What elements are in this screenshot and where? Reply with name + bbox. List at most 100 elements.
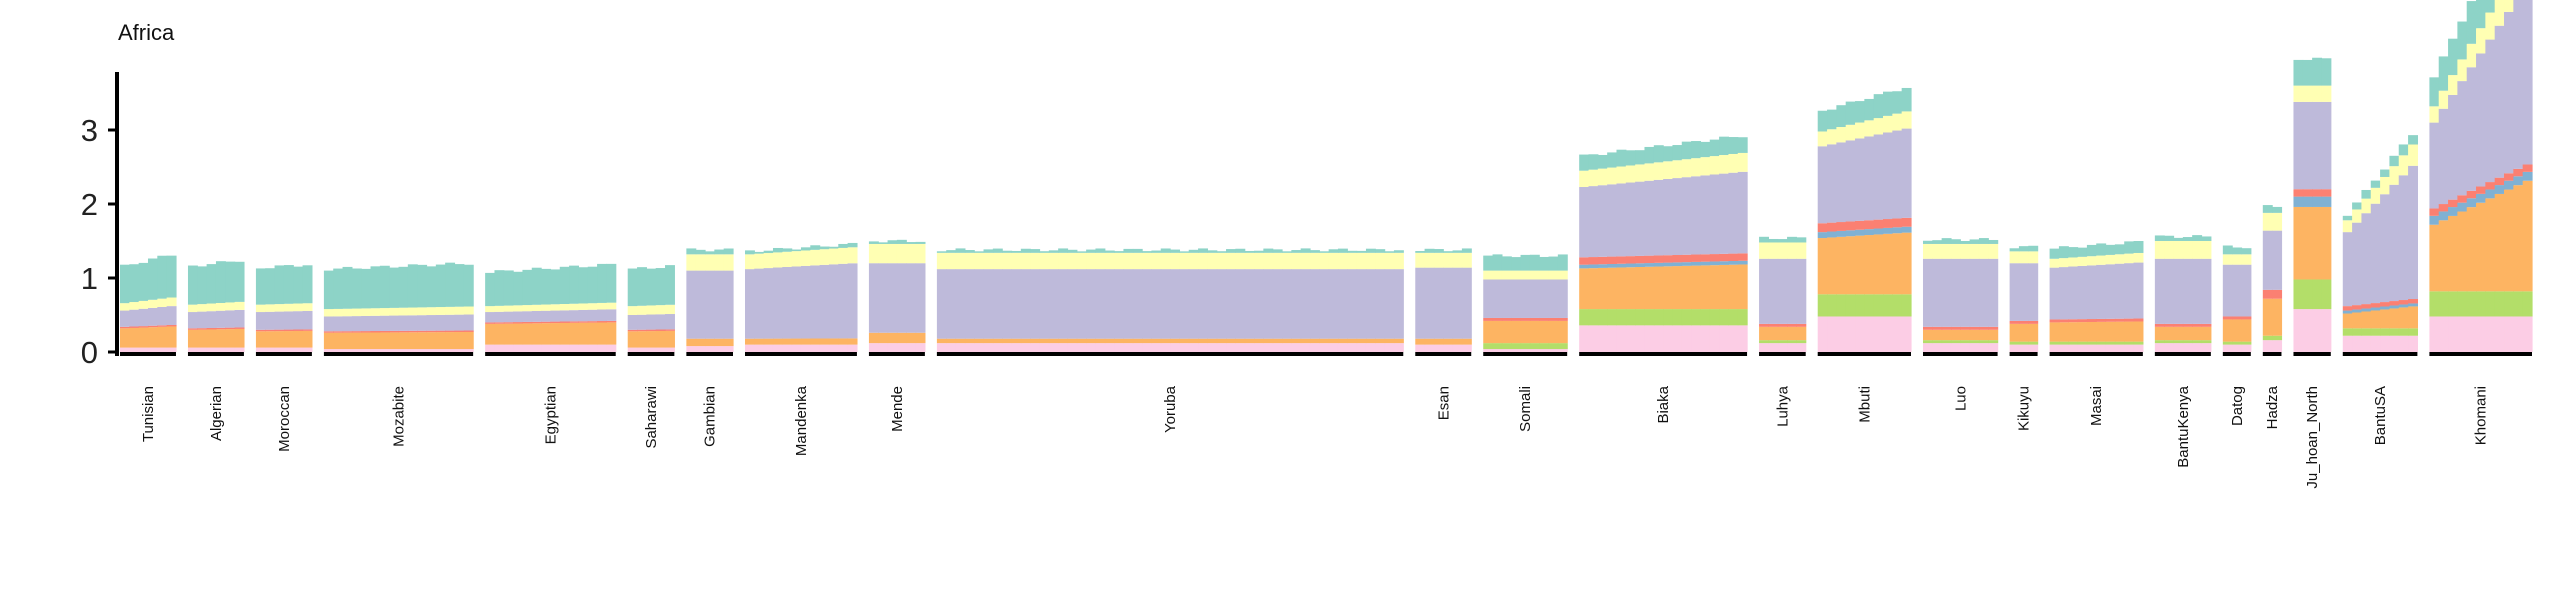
bar-segment (1375, 343, 1386, 352)
bar-segment (2342, 306, 2353, 311)
bar-segment (1483, 255, 1494, 271)
bar-segment (1160, 248, 1171, 253)
bar-segment (531, 304, 542, 311)
bar-segment (819, 344, 830, 352)
bar-segment (1700, 141, 1711, 158)
bar-segment (1691, 254, 1702, 262)
bar-segment (1635, 267, 1646, 310)
bar-segment (2380, 169, 2391, 177)
bar-segment (2408, 135, 2418, 145)
bar-segment (1291, 250, 1302, 253)
bar-segment (1058, 338, 1069, 344)
bar-segment (578, 267, 589, 304)
bar-segment (1978, 243, 1989, 259)
bar-segment (531, 344, 542, 352)
bar-segment (1836, 142, 1847, 223)
bar-segment (1384, 251, 1395, 253)
bar-segment (2302, 85, 2313, 102)
bar-segment (187, 329, 198, 348)
bar-segment (2077, 319, 2088, 323)
bar-segment (1607, 325, 1618, 352)
bar-segment (964, 269, 975, 339)
bar-segment (2312, 85, 2323, 102)
bar-segment (1922, 258, 1933, 327)
bar-segment (1988, 258, 1999, 327)
bar-segment (1817, 146, 1828, 224)
bar-segment (847, 344, 858, 352)
bar-segment (2049, 267, 2060, 320)
bar-segment (1328, 249, 1339, 253)
bar-segment (454, 330, 465, 333)
population-label-mozabite: Mozabite (391, 386, 408, 447)
bar-segment (1681, 265, 1692, 310)
bar-segment (2457, 21, 2468, 60)
bar-segment (2438, 211, 2449, 221)
bar-segment (503, 323, 514, 345)
bar-segment (234, 301, 245, 310)
bar-segment (1384, 252, 1395, 270)
bar-segment (2522, 291, 2533, 317)
bar-segment (1892, 316, 1903, 352)
bar-segment (1950, 239, 1961, 244)
bar-segment (1873, 234, 1884, 295)
bar-segment (1198, 269, 1208, 339)
bar-segment (1207, 338, 1218, 344)
bar-segment (225, 347, 236, 352)
bar-segment (2361, 308, 2372, 312)
bar-segment (1282, 251, 1292, 253)
bar-segment (606, 302, 617, 310)
bar-segment (2352, 305, 2363, 310)
bar-segment (1922, 343, 1933, 352)
bar-segment (1501, 317, 1512, 321)
bar-segment (1960, 326, 1971, 330)
bar-segment (398, 266, 409, 308)
bar-segment (1827, 294, 1837, 317)
bar-segment (782, 248, 793, 252)
bar-segment (936, 343, 947, 352)
bar-segment (265, 311, 276, 330)
bar-segment (206, 329, 217, 348)
bar-segment (1433, 249, 1444, 253)
bar-segment (494, 322, 505, 324)
bar-segment (1836, 316, 1847, 352)
bar-segment (2370, 180, 2381, 188)
bar-segment (1461, 338, 1472, 345)
bar-segment (1529, 279, 1540, 318)
bar-segment (2173, 258, 2184, 324)
bar-segment (1787, 242, 1797, 259)
bar-segment (791, 249, 802, 252)
bar-segment (1433, 344, 1444, 352)
bar-segment (215, 310, 226, 328)
bar-segment (2302, 206, 2313, 280)
bar-segment (1941, 258, 1952, 327)
bar-segment (2408, 328, 2418, 336)
bar-segment (2352, 209, 2363, 223)
bar-segment (800, 250, 811, 266)
bar-segment (2293, 101, 2304, 190)
bar-segment (187, 265, 198, 305)
bar-segment (1483, 343, 1494, 350)
bar-segment (887, 263, 898, 333)
bar-segment (2018, 344, 2029, 352)
bar-segment (2293, 279, 2304, 310)
bar-segment (379, 330, 390, 333)
bar-segment (2466, 67, 2477, 191)
bar-segment (2398, 335, 2409, 352)
bar-segment (2241, 316, 2252, 320)
bar-segment (2058, 341, 2069, 345)
bar-segment (2312, 279, 2323, 310)
bar-segment (983, 269, 994, 339)
bar-segment (2241, 264, 2252, 317)
bar-segment (2164, 326, 2175, 341)
bar-segment (454, 264, 465, 307)
bar-segment (655, 305, 666, 315)
bar-segment (1719, 261, 1730, 265)
bar-segment (2068, 266, 2079, 320)
bar-segment (2077, 247, 2088, 257)
bar-segment (1282, 252, 1292, 270)
bar-segment (714, 346, 725, 352)
bar-segment (2466, 190, 2477, 199)
bar-segment (361, 268, 372, 309)
bar-segment (1635, 255, 1646, 264)
bar-segment (1319, 338, 1330, 344)
